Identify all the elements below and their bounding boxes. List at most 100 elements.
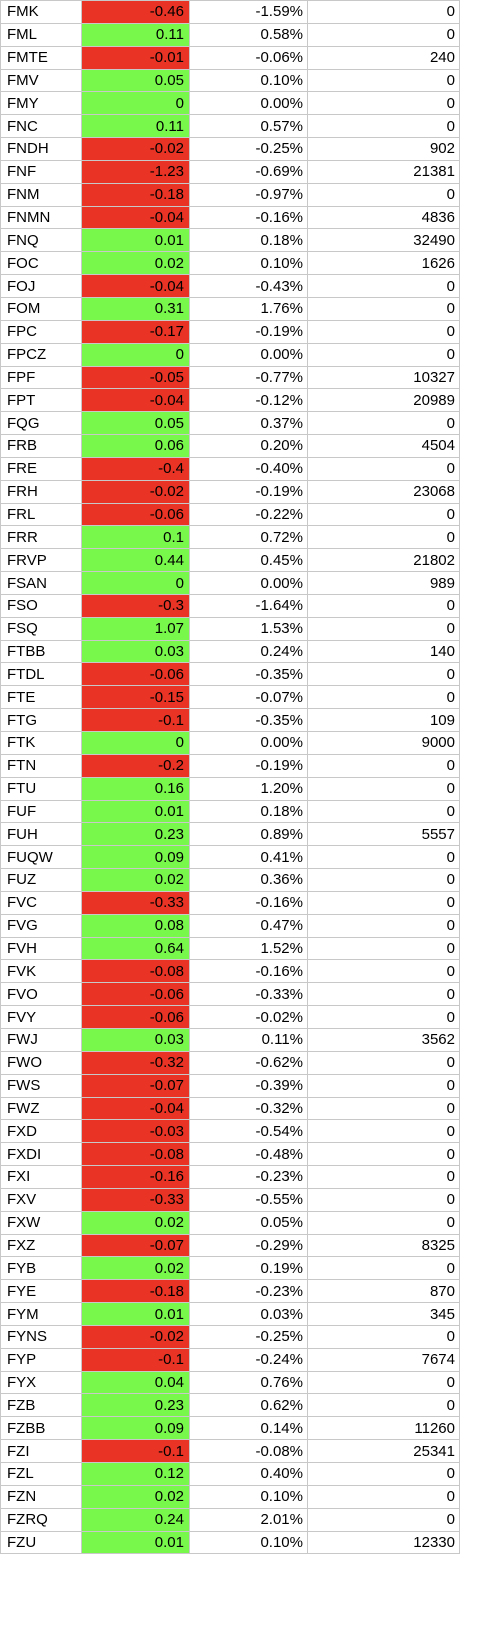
cell-change[interactable]: 0.05 xyxy=(82,412,190,435)
cell-percent-change[interactable]: 2.01% xyxy=(190,1508,308,1531)
cell-volume[interactable]: 345 xyxy=(308,1303,460,1325)
cell-change[interactable]: 0.09 xyxy=(82,1417,190,1440)
cell-percent-change[interactable]: -0.16% xyxy=(190,206,308,229)
cell-volume[interactable]: 0 xyxy=(308,960,460,983)
cell-percent-change[interactable]: -0.23% xyxy=(190,1166,308,1188)
cell-change[interactable]: -0.1 xyxy=(82,1440,190,1462)
cell-change[interactable]: 0.01 xyxy=(82,800,190,823)
cell-volume[interactable]: 1626 xyxy=(308,252,460,275)
cell-symbol[interactable]: FNQ xyxy=(0,229,82,252)
cell-percent-change[interactable]: 0.19% xyxy=(190,1257,308,1280)
cell-change[interactable]: -0.46 xyxy=(82,1,190,23)
cell-symbol[interactable]: FWO xyxy=(0,1051,82,1074)
cell-percent-change[interactable]: -0.69% xyxy=(190,160,308,183)
cell-volume[interactable]: 0 xyxy=(308,526,460,549)
cell-volume[interactable]: 21802 xyxy=(308,549,460,572)
cell-change[interactable]: -0.02 xyxy=(82,1325,190,1348)
cell-change[interactable]: 1.07 xyxy=(82,617,190,640)
cell-volume[interactable]: 21381 xyxy=(308,160,460,183)
cell-change[interactable]: -0.02 xyxy=(82,480,190,503)
cell-symbol[interactable]: FNC xyxy=(0,115,82,138)
cell-symbol[interactable]: FYX xyxy=(0,1371,82,1394)
cell-symbol[interactable]: FSQ xyxy=(0,617,82,640)
cell-percent-change[interactable]: 0.05% xyxy=(190,1211,308,1234)
cell-volume[interactable]: 11260 xyxy=(308,1417,460,1440)
cell-change[interactable]: 0.12 xyxy=(82,1463,190,1485)
cell-volume[interactable]: 0 xyxy=(308,320,460,343)
cell-symbol[interactable]: FZRQ xyxy=(0,1508,82,1531)
cell-volume[interactable]: 0 xyxy=(308,1188,460,1211)
cell-volume[interactable]: 0 xyxy=(308,754,460,777)
cell-volume[interactable]: 0 xyxy=(308,1120,460,1143)
cell-change[interactable]: 0 xyxy=(82,343,190,366)
cell-volume[interactable]: 0 xyxy=(308,275,460,297)
cell-percent-change[interactable]: -0.06% xyxy=(190,46,308,69)
cell-symbol[interactable]: FXDI xyxy=(0,1143,82,1166)
cell-percent-change[interactable]: -0.55% xyxy=(190,1188,308,1211)
cell-percent-change[interactable]: 0.57% xyxy=(190,115,308,138)
cell-symbol[interactable]: FVY xyxy=(0,1006,82,1028)
cell-change[interactable]: -0.01 xyxy=(82,46,190,69)
cell-volume[interactable]: 240 xyxy=(308,46,460,69)
cell-volume[interactable]: 0 xyxy=(308,297,460,320)
cell-percent-change[interactable]: -0.19% xyxy=(190,754,308,777)
cell-volume[interactable]: 0 xyxy=(308,1074,460,1097)
cell-percent-change[interactable]: -0.77% xyxy=(190,366,308,389)
cell-volume[interactable]: 0 xyxy=(308,663,460,686)
cell-symbol[interactable]: FNF xyxy=(0,160,82,183)
cell-percent-change[interactable]: 0.76% xyxy=(190,1371,308,1394)
cell-percent-change[interactable]: -0.33% xyxy=(190,983,308,1006)
cell-percent-change[interactable]: 0.36% xyxy=(190,869,308,891)
cell-percent-change[interactable]: -0.16% xyxy=(190,891,308,914)
cell-percent-change[interactable]: -0.19% xyxy=(190,320,308,343)
cell-change[interactable]: 0.1 xyxy=(82,526,190,549)
cell-change[interactable]: 0 xyxy=(82,572,190,594)
cell-volume[interactable]: 109 xyxy=(308,709,460,731)
cell-change[interactable]: 0.04 xyxy=(82,1371,190,1394)
cell-percent-change[interactable]: 0.58% xyxy=(190,23,308,46)
cell-volume[interactable]: 0 xyxy=(308,686,460,709)
cell-symbol[interactable]: FZL xyxy=(0,1463,82,1485)
cell-volume[interactable]: 0 xyxy=(308,343,460,366)
cell-percent-change[interactable]: 0.45% xyxy=(190,549,308,572)
cell-symbol[interactable]: FRH xyxy=(0,480,82,503)
cell-symbol[interactable]: FXW xyxy=(0,1211,82,1234)
cell-volume[interactable]: 8325 xyxy=(308,1234,460,1257)
cell-percent-change[interactable]: -0.35% xyxy=(190,709,308,731)
cell-volume[interactable]: 10327 xyxy=(308,366,460,389)
cell-volume[interactable]: 0 xyxy=(308,1,460,23)
cell-volume[interactable]: 0 xyxy=(308,1006,460,1028)
cell-percent-change[interactable]: 0.10% xyxy=(190,1531,308,1554)
cell-volume[interactable]: 25341 xyxy=(308,1440,460,1462)
cell-percent-change[interactable]: 0.14% xyxy=(190,1417,308,1440)
cell-symbol[interactable]: FXD xyxy=(0,1120,82,1143)
cell-percent-change[interactable]: -0.40% xyxy=(190,457,308,480)
cell-symbol[interactable]: FYM xyxy=(0,1303,82,1325)
cell-change[interactable]: -0.2 xyxy=(82,754,190,777)
cell-change[interactable]: 0.02 xyxy=(82,1257,190,1280)
cell-change[interactable]: -0.05 xyxy=(82,366,190,389)
cell-volume[interactable]: 0 xyxy=(308,23,460,46)
cell-change[interactable]: 0.05 xyxy=(82,69,190,92)
cell-percent-change[interactable]: 0.47% xyxy=(190,914,308,937)
cell-symbol[interactable]: FPCZ xyxy=(0,343,82,366)
cell-percent-change[interactable]: 0.11% xyxy=(190,1028,308,1051)
cell-change[interactable]: 0.24 xyxy=(82,1508,190,1531)
cell-percent-change[interactable]: 0.40% xyxy=(190,1463,308,1485)
cell-volume[interactable]: 0 xyxy=(308,617,460,640)
cell-symbol[interactable]: FXV xyxy=(0,1188,82,1211)
cell-percent-change[interactable]: 0.24% xyxy=(190,640,308,663)
cell-symbol[interactable]: FUF xyxy=(0,800,82,823)
cell-volume[interactable]: 0 xyxy=(308,846,460,869)
cell-change[interactable]: -0.17 xyxy=(82,320,190,343)
cell-symbol[interactable]: FOM xyxy=(0,297,82,320)
cell-percent-change[interactable]: 0.18% xyxy=(190,800,308,823)
cell-symbol[interactable]: FVC xyxy=(0,891,82,914)
cell-change[interactable]: 0.08 xyxy=(82,914,190,937)
cell-symbol[interactable]: FOJ xyxy=(0,275,82,297)
cell-change[interactable]: -0.15 xyxy=(82,686,190,709)
cell-change[interactable]: 0.23 xyxy=(82,823,190,846)
cell-percent-change[interactable]: -0.16% xyxy=(190,960,308,983)
cell-percent-change[interactable]: 0.10% xyxy=(190,1485,308,1508)
cell-volume[interactable]: 0 xyxy=(308,983,460,1006)
